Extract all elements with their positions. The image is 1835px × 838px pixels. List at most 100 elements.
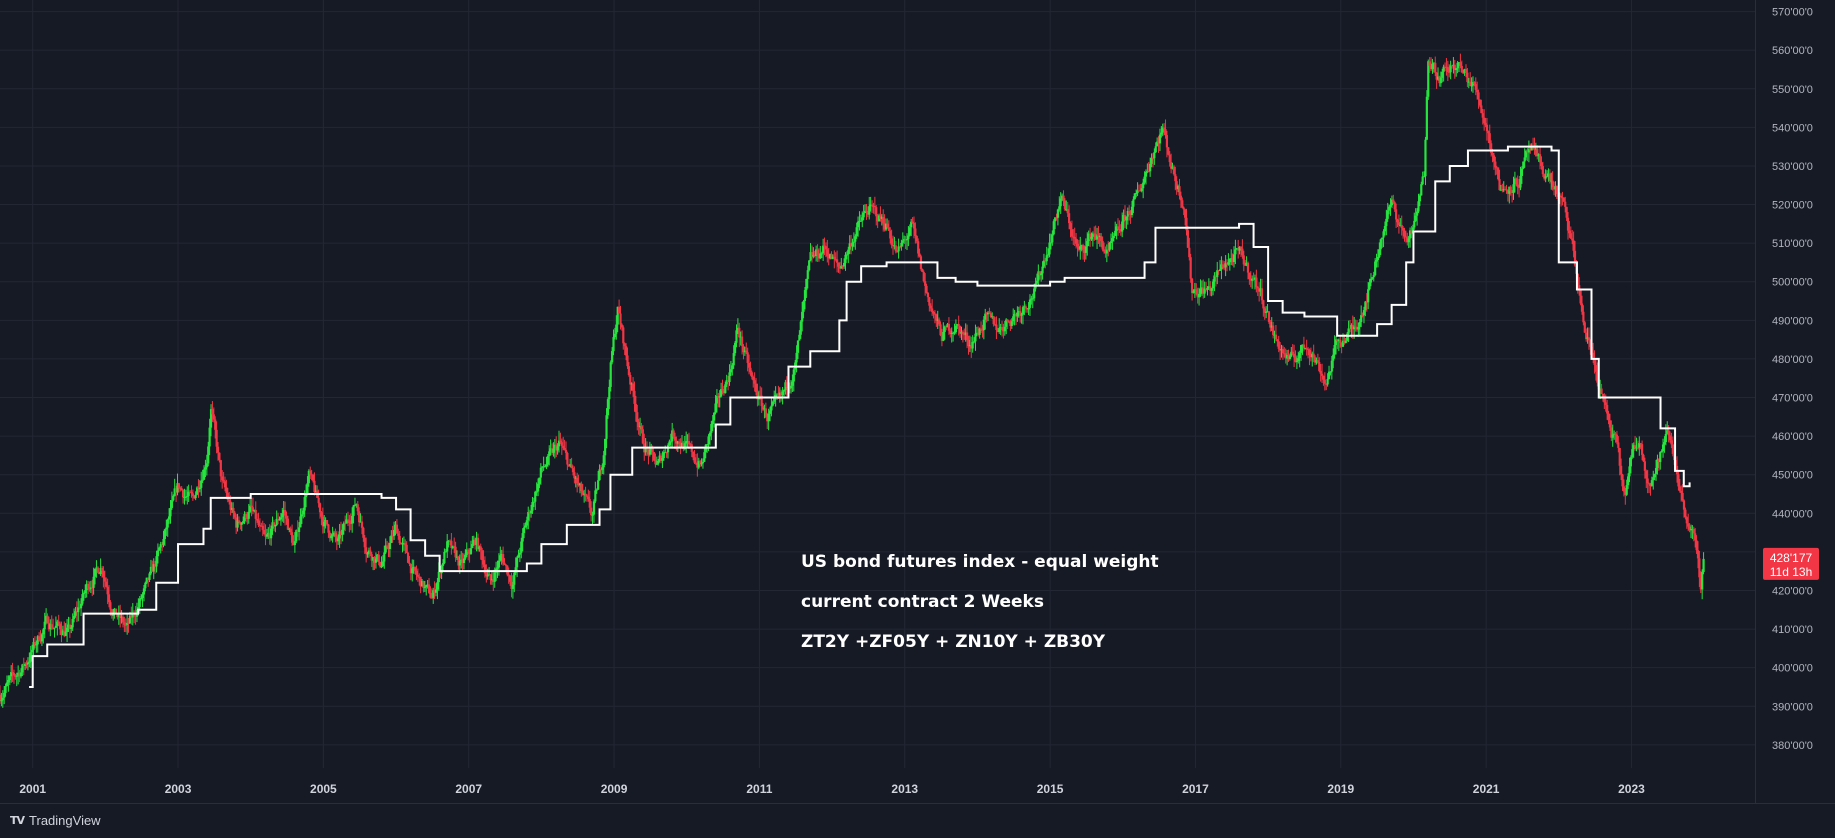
candle — [1499, 184, 1503, 191]
candle — [715, 389, 719, 413]
candle — [127, 618, 130, 633]
candle — [434, 583, 438, 597]
candle — [1045, 246, 1048, 265]
tradingview-brand[interactable]: TV TradingView — [10, 813, 101, 828]
candle — [1052, 219, 1055, 236]
candle — [1223, 261, 1226, 271]
candle — [1562, 197, 1565, 203]
candle — [309, 466, 312, 480]
candle — [1464, 64, 1468, 78]
candle — [195, 486, 199, 496]
candle — [478, 545, 481, 552]
candle — [789, 379, 793, 394]
candle — [527, 506, 530, 530]
candle — [194, 491, 197, 501]
candle — [1062, 190, 1065, 206]
candle — [469, 540, 473, 555]
candle — [993, 317, 997, 326]
candle — [1516, 175, 1519, 195]
candle — [863, 204, 867, 214]
candle — [397, 528, 400, 540]
candle — [981, 324, 984, 338]
candle — [216, 442, 220, 461]
candle — [1659, 451, 1662, 470]
candle — [808, 259, 811, 272]
candle — [121, 612, 125, 628]
candle — [1204, 282, 1208, 292]
candle — [1030, 295, 1033, 305]
candle — [563, 439, 566, 451]
candle — [768, 406, 772, 422]
candle — [897, 238, 900, 259]
candle — [1172, 164, 1176, 176]
candle — [190, 485, 193, 498]
candle — [671, 422, 674, 449]
candle — [67, 616, 70, 632]
candle — [1490, 140, 1493, 157]
candle — [511, 575, 514, 599]
candle — [1049, 233, 1053, 250]
candle — [810, 245, 814, 263]
chart-grid — [0, 0, 1755, 768]
candle — [1012, 308, 1015, 325]
candle — [32, 638, 35, 657]
candle — [1631, 443, 1634, 459]
candle — [876, 214, 879, 229]
candle — [1642, 453, 1645, 462]
candle — [1443, 62, 1447, 72]
candle — [1301, 344, 1304, 355]
candle — [539, 463, 542, 485]
candle — [324, 517, 327, 529]
candle — [1322, 375, 1325, 386]
candle — [402, 536, 405, 551]
candle — [1579, 288, 1582, 306]
candle — [733, 341, 737, 356]
candle — [845, 251, 848, 260]
annotation-line-3: ZT2Y +ZF05Y + ZN10Y + ZB30Y — [801, 632, 1106, 652]
candle — [1234, 239, 1237, 265]
candle — [1453, 59, 1456, 79]
candle — [970, 336, 973, 358]
candle — [1272, 321, 1275, 339]
x-tick-label: 2011 — [746, 782, 772, 796]
candle — [615, 315, 618, 340]
candle — [372, 556, 375, 571]
candle — [1326, 373, 1329, 387]
candle — [237, 516, 241, 524]
y-tick-label: 390'00'0 — [1772, 701, 1813, 713]
price-chart[interactable]: 380'00'0 390'00'0 400'00'0 410'00'0 420'00'0… — [0, 0, 1835, 803]
candle — [1003, 320, 1006, 336]
candle — [19, 668, 23, 679]
candle — [1196, 287, 1199, 304]
candle — [1481, 108, 1484, 125]
candle — [1061, 193, 1064, 202]
candle — [461, 552, 464, 571]
candle — [344, 515, 347, 532]
candle — [884, 218, 888, 232]
candle — [1346, 332, 1349, 342]
candle — [617, 299, 621, 314]
candle — [3, 686, 6, 705]
candle — [1031, 293, 1034, 309]
candle — [1682, 499, 1686, 518]
candle — [636, 404, 639, 431]
candle — [236, 513, 239, 532]
candle — [1027, 302, 1030, 316]
candle — [68, 617, 71, 638]
candle — [852, 232, 855, 248]
candle — [1319, 363, 1322, 382]
candle — [1428, 57, 1431, 73]
candle — [370, 551, 373, 567]
candle — [1632, 442, 1635, 458]
candle — [1111, 231, 1114, 250]
candle — [1446, 60, 1449, 81]
candle — [388, 536, 392, 558]
candle — [1231, 253, 1234, 266]
candle — [1063, 198, 1067, 212]
candle — [204, 459, 207, 478]
candle — [1399, 218, 1402, 227]
candle — [1058, 196, 1061, 212]
candle — [181, 489, 185, 504]
candle — [29, 645, 32, 669]
candle — [1402, 225, 1405, 239]
